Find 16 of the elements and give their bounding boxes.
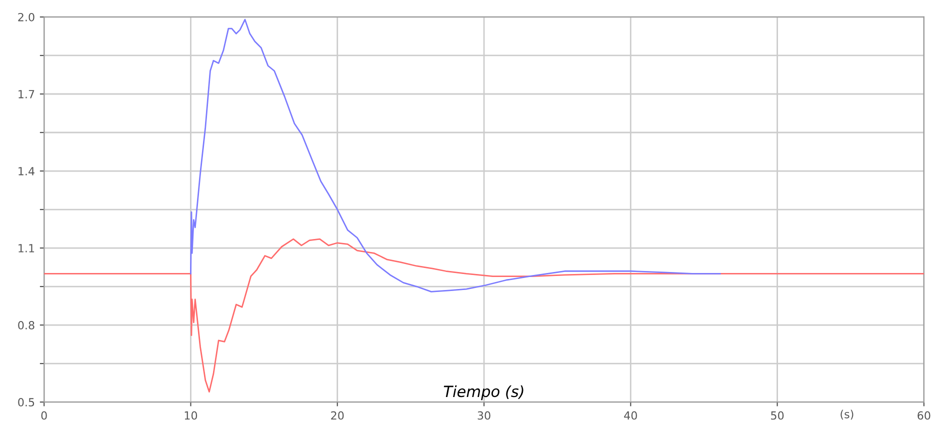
x-tick-label: 50 <box>771 411 784 420</box>
x-tick-label: 40 <box>624 411 637 420</box>
line-series <box>190 18 721 292</box>
x-tick-label: 20 <box>331 411 344 420</box>
y-tick-label: 1.7 <box>18 90 34 98</box>
y-tick-label: 1.1 <box>18 244 34 252</box>
y-tick-label: 0.5 <box>18 398 34 406</box>
text: (s) <box>840 410 854 420</box>
x-tick-label: 60 <box>918 411 930 420</box>
x-tick-label: 30 <box>478 411 490 420</box>
x-tick-label: 10 <box>184 411 198 420</box>
y-tick-label: 2.0 <box>18 12 34 22</box>
x-axis-title: Tiempo (s) <box>444 385 524 400</box>
y-tick-label: 0.8 <box>18 321 34 330</box>
x-tick-label: 0 <box>41 411 47 420</box>
y-tick-label: 1.4 <box>18 167 34 176</box>
